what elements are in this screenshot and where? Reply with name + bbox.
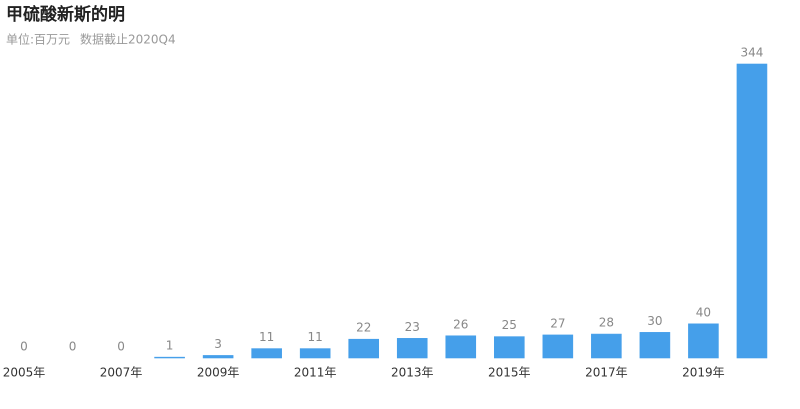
value-label: 23 — [405, 320, 420, 334]
x-tick-label: 2011年 — [294, 366, 337, 380]
x-tick-label: 2009年 — [197, 366, 240, 380]
bar — [445, 335, 477, 359]
x-tick-label: 2007年 — [100, 366, 143, 380]
bar — [154, 356, 185, 359]
value-label: 40 — [696, 305, 711, 319]
x-tick-label: 2013年 — [391, 366, 434, 380]
bar — [299, 348, 331, 359]
bar — [688, 323, 719, 359]
value-label: 0 — [20, 340, 28, 354]
value-label: 11 — [308, 330, 323, 344]
value-label: 27 — [550, 316, 565, 330]
x-tick-label: 2019年 — [682, 366, 725, 380]
bar — [251, 348, 282, 359]
bar — [639, 332, 671, 359]
x-tick-label: 2015年 — [488, 366, 531, 380]
value-label: 30 — [647, 314, 662, 328]
bar — [542, 334, 574, 359]
bar — [493, 336, 525, 359]
value-label: 0 — [117, 340, 125, 354]
value-label: 1 — [166, 339, 174, 353]
value-label: 25 — [502, 318, 517, 332]
bar — [202, 355, 234, 359]
bar — [396, 338, 428, 359]
value-label: 22 — [356, 321, 371, 335]
chart-note: 数据截止2020Q4 — [80, 32, 176, 47]
value-label: 26 — [453, 317, 468, 331]
chart-subtitle: 单位:百万元 — [6, 32, 70, 47]
bar — [348, 338, 380, 359]
x-tick-label: 2005年 — [3, 366, 46, 380]
bar — [736, 63, 768, 359]
bar — [591, 333, 622, 359]
value-label: 344 — [740, 46, 763, 60]
value-label: 28 — [599, 316, 614, 330]
chart-title: 甲硫酸新斯的明 — [6, 4, 125, 25]
x-tick-label: 2017年 — [585, 366, 628, 380]
value-label: 3 — [214, 337, 222, 351]
value-label: 11 — [259, 330, 274, 344]
value-label: 0 — [69, 340, 77, 354]
